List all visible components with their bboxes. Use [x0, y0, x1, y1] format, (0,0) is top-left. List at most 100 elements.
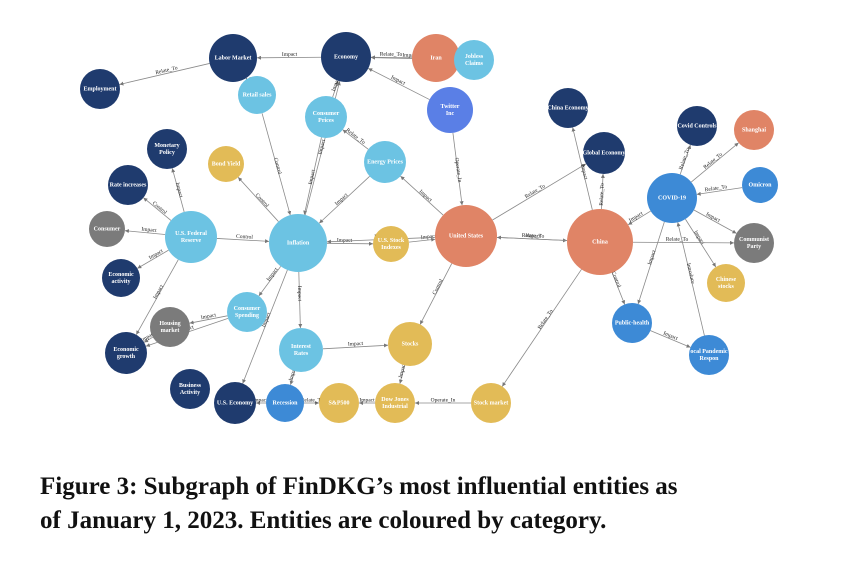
entity-label: China	[592, 239, 608, 245]
edge-label: Impact	[252, 397, 268, 403]
edge	[261, 113, 292, 216]
entity-label: Consumer	[234, 306, 261, 312]
edge-label: Control	[272, 157, 282, 175]
edge	[501, 269, 582, 387]
edge-label: Impact	[402, 53, 418, 59]
entity-node	[305, 96, 347, 138]
entity-label: growth	[117, 354, 136, 360]
knowledge-graph: ImpactRelate_ToRelate_ToImpactRelate_ToI…	[80, 32, 778, 424]
edge	[600, 173, 605, 210]
entity-label: COVID-19	[658, 195, 686, 201]
edge-label: Impact	[148, 248, 165, 261]
entity-label: Shanghai	[742, 127, 766, 133]
edge	[135, 259, 179, 335]
entity-label: Reserve	[181, 238, 202, 244]
edge-label: Control	[151, 201, 168, 217]
edge	[650, 330, 691, 348]
edge-label: Impact	[705, 211, 722, 224]
entity-label: Stock market	[474, 400, 509, 406]
edge	[571, 127, 593, 210]
entity-node	[147, 129, 187, 169]
edge-label: Relate_To	[537, 308, 555, 330]
entity-node	[548, 88, 588, 128]
entity-label: Dow Jones	[381, 397, 409, 403]
entity-node	[209, 34, 257, 82]
entity-node	[165, 211, 217, 263]
entity-label: activity	[112, 279, 131, 285]
edge	[676, 222, 705, 336]
entity-label: S&P500	[329, 400, 350, 406]
entity-node	[435, 205, 497, 267]
entity-node	[89, 211, 125, 247]
edge-label: Control	[610, 271, 622, 289]
edge	[492, 163, 587, 221]
edge	[342, 129, 369, 150]
edge	[322, 343, 389, 350]
entity-node	[375, 383, 415, 423]
edge-label: Impact	[317, 138, 327, 155]
entity-node	[734, 223, 774, 263]
entity-node	[227, 292, 267, 332]
edge-label: Relate_To	[522, 233, 545, 240]
entity-node	[412, 34, 460, 82]
entity-label: Policy	[159, 150, 175, 156]
entity-label: Business	[179, 383, 202, 389]
entity-label: Party	[747, 244, 761, 250]
entity-node	[102, 259, 140, 297]
entity-node	[319, 383, 359, 423]
entity-label: Inflation	[287, 240, 310, 246]
entity-node	[208, 146, 244, 182]
edge-label: Impact	[266, 266, 280, 282]
entity-label: Twitter	[441, 104, 460, 110]
caption-line: of January 1, 2023. Entities are coloure…	[40, 507, 607, 534]
entity-label: Interest	[291, 344, 311, 350]
edge	[627, 210, 651, 226]
edge-label: Impact	[359, 397, 375, 403]
edge	[632, 240, 735, 245]
edge-label: Impact	[662, 331, 679, 343]
edge	[496, 235, 568, 241]
entity-label: Claims	[465, 61, 484, 67]
edge	[119, 63, 210, 86]
entity-label: Chinese	[716, 277, 737, 283]
edge-label: Impact	[647, 249, 658, 266]
entity-label: Rates	[294, 351, 309, 357]
edge-label: Relate_To	[155, 65, 179, 76]
entity-label: Omicron	[749, 182, 773, 188]
edge-label: Impact	[141, 227, 157, 234]
entity-node	[689, 335, 729, 375]
entity-label: China Economy	[547, 105, 588, 111]
figure-caption: Figure 3: Subgraph of FinDKG’s most infl…	[40, 470, 840, 538]
entity-label: Housing	[159, 321, 180, 327]
edge	[679, 144, 692, 175]
edge	[318, 176, 370, 224]
entity-label: United States	[449, 233, 484, 239]
entity-label: Employment	[84, 86, 117, 92]
entity-node	[454, 40, 494, 80]
edge-label: Relate_To	[704, 184, 727, 193]
entity-node	[321, 32, 371, 82]
entity-label: Global Economy	[583, 150, 626, 156]
edge-label: Impact	[525, 233, 541, 240]
edge-label: Relate_To	[599, 183, 606, 206]
edge-label: Control	[236, 234, 254, 241]
edge-label: Impact	[418, 189, 434, 204]
edge-label: Introduce	[685, 263, 696, 285]
entity-node	[583, 132, 625, 174]
edge	[137, 249, 169, 269]
entity-node	[471, 383, 511, 423]
edge	[189, 315, 228, 325]
entity-label: Communist	[739, 237, 769, 243]
entity-node	[108, 165, 148, 205]
entity-label: Economic	[113, 347, 139, 353]
entity-label: Stocks	[402, 341, 419, 347]
edge	[398, 365, 405, 384]
entity-label: Prices	[318, 118, 334, 124]
entity-label: Covid Controls	[677, 123, 717, 129]
edge	[124, 229, 166, 235]
entity-label: Activity	[180, 390, 200, 396]
edge-label: Control	[254, 192, 270, 209]
entity-label: Respon	[699, 356, 719, 362]
entity-node	[80, 69, 120, 109]
